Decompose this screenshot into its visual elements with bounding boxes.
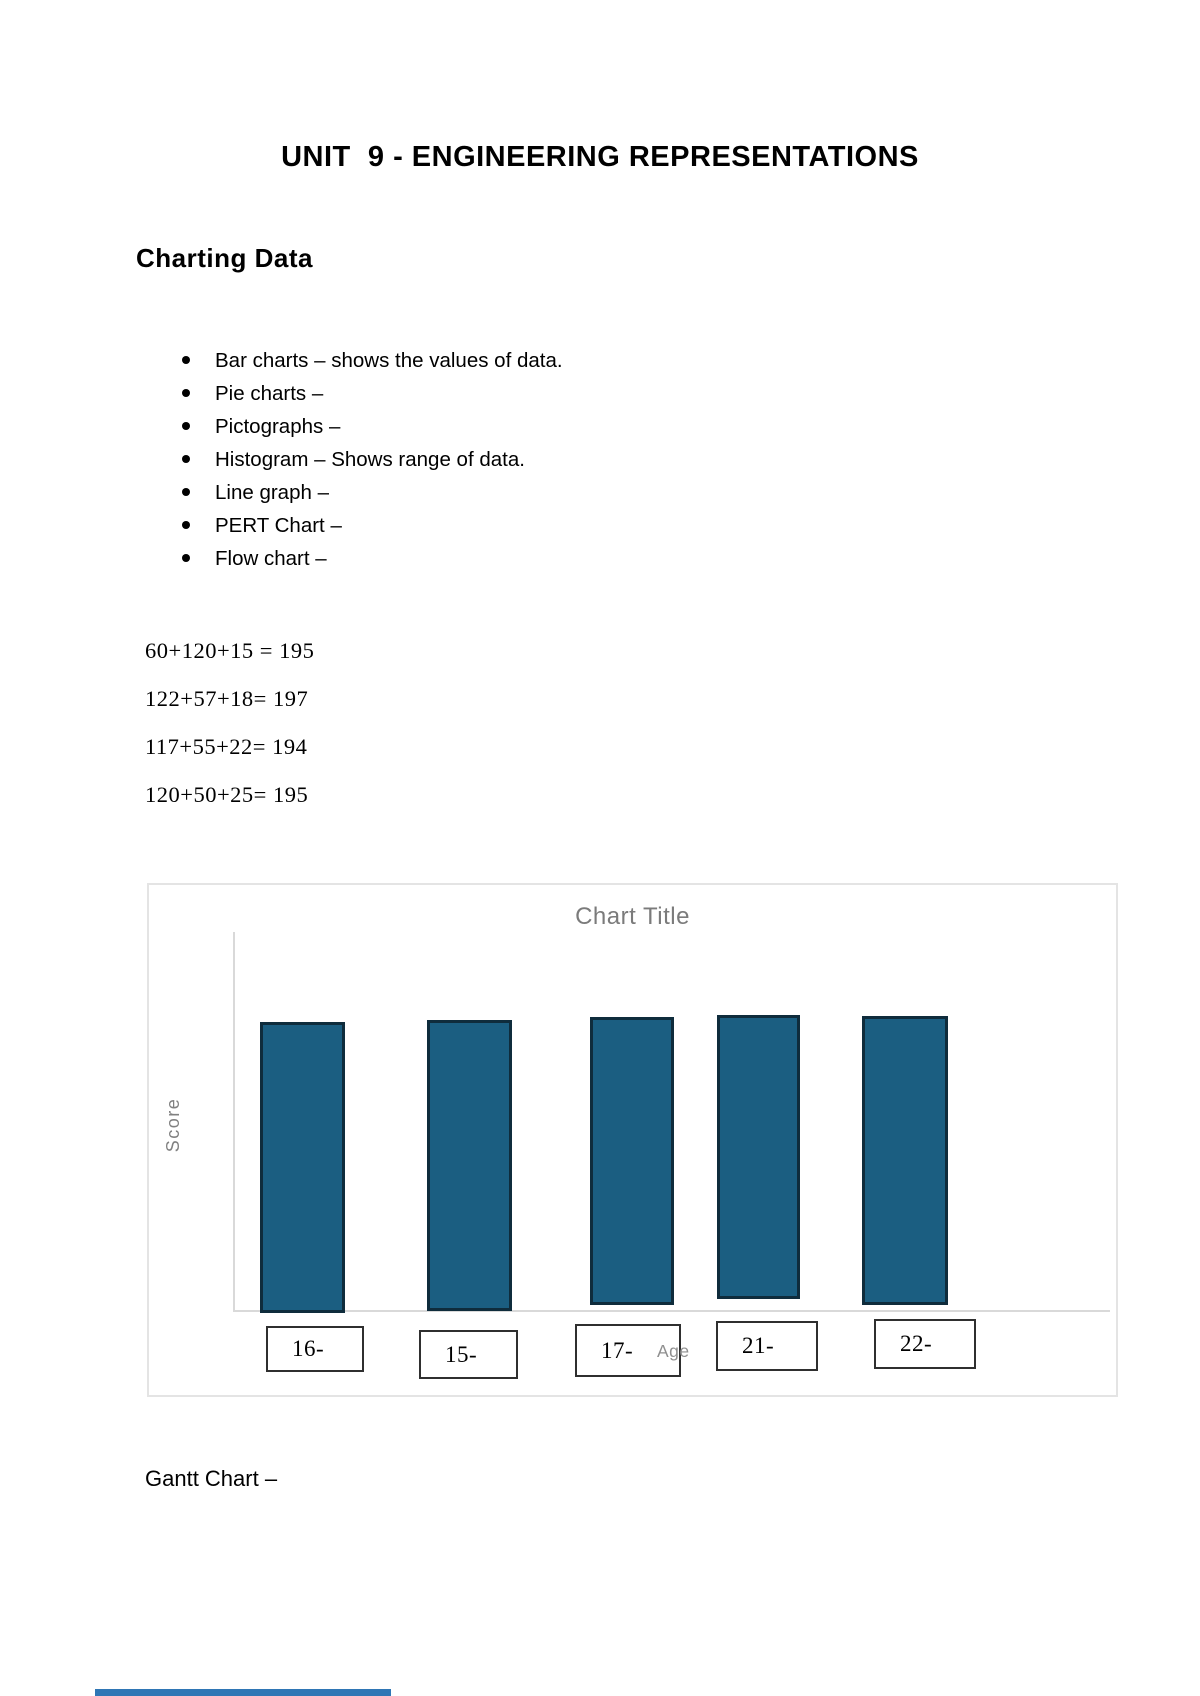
bullet-marker [182, 521, 190, 529]
section-heading: Charting Data [136, 243, 313, 273]
x-axis-line [233, 1310, 1110, 1312]
bullet-marker [182, 554, 190, 562]
category-box-15-: 15- [419, 1330, 518, 1379]
gantt-chart-caption: Gantt Chart – [145, 1466, 278, 1491]
next-page-element-sliver [95, 1689, 391, 1696]
category-box-16-: 16- [266, 1326, 364, 1372]
bullet-marker [182, 488, 190, 496]
sum-equation: 120+50+25= 195 [145, 782, 309, 807]
category-box-label: 16- [292, 1336, 325, 1361]
bullet-marker [182, 389, 190, 397]
category-box-17-: 17- [575, 1324, 681, 1377]
category-box-label: 17- [601, 1337, 634, 1363]
sum-equations-block: 60+120+15 = 195 122+57+18= 197 117+55+22= … [145, 638, 315, 832]
category-box-label: 22- [900, 1331, 933, 1356]
bullet-item: Pictographs – [182, 410, 563, 443]
bar-21- [717, 1015, 800, 1299]
bullet-marker [182, 422, 190, 430]
bullet-item: Line graph – [182, 476, 563, 509]
bullet-item: Bar charts – shows the values of data. [182, 344, 563, 377]
bar-22- [862, 1016, 948, 1305]
category-box-label: 15- [445, 1341, 478, 1367]
sum-equation: 117+55+22= 194 [145, 734, 308, 759]
chart-types-bullet-list: Bar charts – shows the values of data. Pi… [182, 344, 563, 575]
bar-15- [427, 1020, 512, 1311]
bullet-item: Pie charts – [182, 377, 563, 410]
bar-16- [260, 1022, 345, 1313]
bullet-item: Histogram – Shows range of data. [182, 443, 563, 476]
bullet-item: Flow chart – [182, 542, 563, 575]
sum-equation: 122+57+18= 197 [145, 686, 309, 711]
y-axis-label: Score [163, 1097, 183, 1153]
x-axis-label: Age [657, 1341, 690, 1361]
y-axis-line [233, 932, 235, 1310]
embedded-bar-chart: Chart Title Score 16- 15- 17- 21- 22- Age [147, 883, 1118, 1397]
chart-title: Chart Title [575, 903, 690, 930]
category-box-22-: 22- [874, 1319, 976, 1369]
bullet-item: PERT Chart – [182, 509, 563, 542]
bullet-marker [182, 455, 190, 463]
bar-17- [590, 1017, 674, 1305]
document-title: UNIT 9 - ENGINEERING REPRESENTATIONS [281, 141, 919, 173]
category-box-label: 21- [742, 1333, 775, 1358]
category-box-21-: 21- [716, 1321, 818, 1371]
sum-equation: 60+120+15 = 195 [145, 638, 315, 663]
bullet-marker [182, 356, 190, 364]
